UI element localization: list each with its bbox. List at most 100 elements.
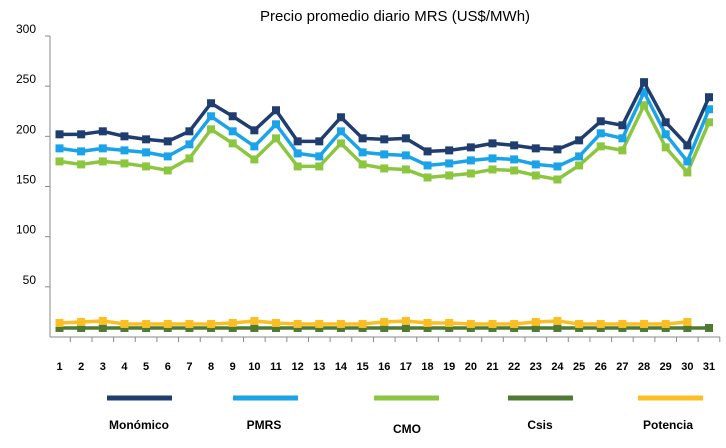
- data-point: [163, 152, 172, 161]
- data-point: [163, 166, 172, 175]
- data-point: [553, 175, 562, 184]
- data-point: [228, 323, 237, 332]
- data-point: [705, 93, 713, 102]
- data-point: [120, 323, 129, 332]
- x-tick-label: 19: [443, 361, 455, 373]
- data-point: [401, 165, 410, 174]
- data-point: [358, 148, 367, 157]
- data-point: [683, 317, 692, 326]
- data-point: [575, 323, 584, 332]
- data-point: [250, 323, 259, 332]
- x-tick-label: 11: [270, 361, 282, 373]
- data-point: [77, 317, 86, 326]
- data-point: [661, 319, 670, 328]
- data-point: [510, 323, 519, 332]
- data-point: [163, 323, 172, 332]
- series-pmrs: [55, 88, 713, 171]
- data-point: [618, 146, 627, 155]
- data-point: [163, 319, 172, 328]
- series-line: [59, 319, 688, 326]
- data-point: [705, 323, 713, 332]
- data-point: [423, 318, 432, 327]
- x-tick-label: 24: [551, 361, 564, 373]
- data-point: [358, 160, 367, 169]
- data-point: [207, 125, 216, 134]
- x-tick-label: 5: [143, 361, 149, 373]
- data-point: [575, 161, 584, 170]
- data-point: [98, 157, 107, 166]
- data-point: [272, 134, 280, 143]
- data-point: [272, 120, 280, 129]
- data-point: [618, 323, 627, 332]
- data-point: [272, 106, 280, 115]
- y-tick-label: 150: [16, 173, 36, 187]
- x-tick-label: 13: [313, 361, 325, 373]
- x-tick-label: 4: [121, 361, 128, 373]
- data-point: [618, 319, 627, 328]
- data-point: [661, 118, 670, 127]
- data-point: [207, 323, 216, 332]
- x-tick-label: 30: [681, 361, 693, 373]
- x-tick-label: 23: [530, 361, 542, 373]
- x-tick-label: 9: [230, 361, 236, 373]
- data-point: [488, 319, 497, 328]
- data-point: [55, 323, 64, 332]
- data-point: [510, 155, 519, 164]
- y-tick-label: 100: [16, 223, 36, 237]
- data-point: [575, 319, 584, 328]
- data-point: [272, 318, 280, 327]
- data-point: [640, 319, 649, 328]
- data-point: [228, 112, 237, 121]
- data-point: [401, 316, 410, 325]
- data-point: [488, 165, 497, 174]
- x-tick-label: 8: [208, 361, 214, 373]
- x-tick-label: 26: [595, 361, 607, 373]
- data-point: [380, 323, 389, 332]
- data-point: [531, 160, 540, 169]
- data-point: [510, 166, 519, 175]
- data-point: [228, 318, 237, 327]
- data-point: [207, 319, 216, 328]
- data-point: [336, 113, 345, 122]
- data-point: [531, 171, 540, 180]
- legend-label: PMRS: [247, 418, 282, 432]
- data-point: [77, 147, 86, 156]
- x-tick-label: 31: [703, 361, 715, 373]
- x-tick-label: 12: [292, 361, 304, 373]
- legend-label: Csis: [527, 418, 553, 432]
- x-tick-label: 15: [356, 361, 368, 373]
- x-tick-label: 20: [465, 361, 477, 373]
- data-point: [445, 146, 454, 155]
- data-point: [142, 323, 151, 332]
- data-point: [661, 323, 670, 332]
- x-tick-label: 1: [56, 361, 62, 373]
- data-point: [315, 152, 324, 161]
- x-tick-label: 6: [165, 361, 171, 373]
- legend: Monómico PMRS CMO Csis Potencia: [107, 395, 703, 436]
- data-point: [228, 127, 237, 136]
- x-tick-label: 3: [100, 361, 106, 373]
- series-layer: [55, 78, 713, 332]
- data-point: [531, 317, 540, 326]
- data-point: [120, 132, 129, 141]
- data-point: [445, 318, 454, 327]
- chart-title: Precio promedio diario MRS (US$/MWh): [260, 8, 530, 25]
- data-point: [423, 173, 432, 182]
- data-point: [250, 142, 259, 151]
- data-point: [683, 168, 692, 177]
- data-point: [185, 323, 194, 332]
- data-point: [207, 112, 216, 121]
- data-point: [596, 117, 605, 126]
- data-point: [401, 134, 410, 143]
- x-tick-label: 29: [660, 361, 672, 373]
- data-point: [77, 130, 86, 139]
- data-point: [575, 136, 584, 145]
- legend-label: Potencia: [643, 418, 693, 432]
- data-point: [466, 323, 475, 332]
- data-point: [380, 135, 389, 144]
- data-point: [315, 162, 324, 171]
- x-tick-label: 17: [400, 361, 412, 373]
- data-point: [358, 319, 367, 328]
- data-point: [293, 149, 302, 158]
- data-point: [683, 323, 692, 332]
